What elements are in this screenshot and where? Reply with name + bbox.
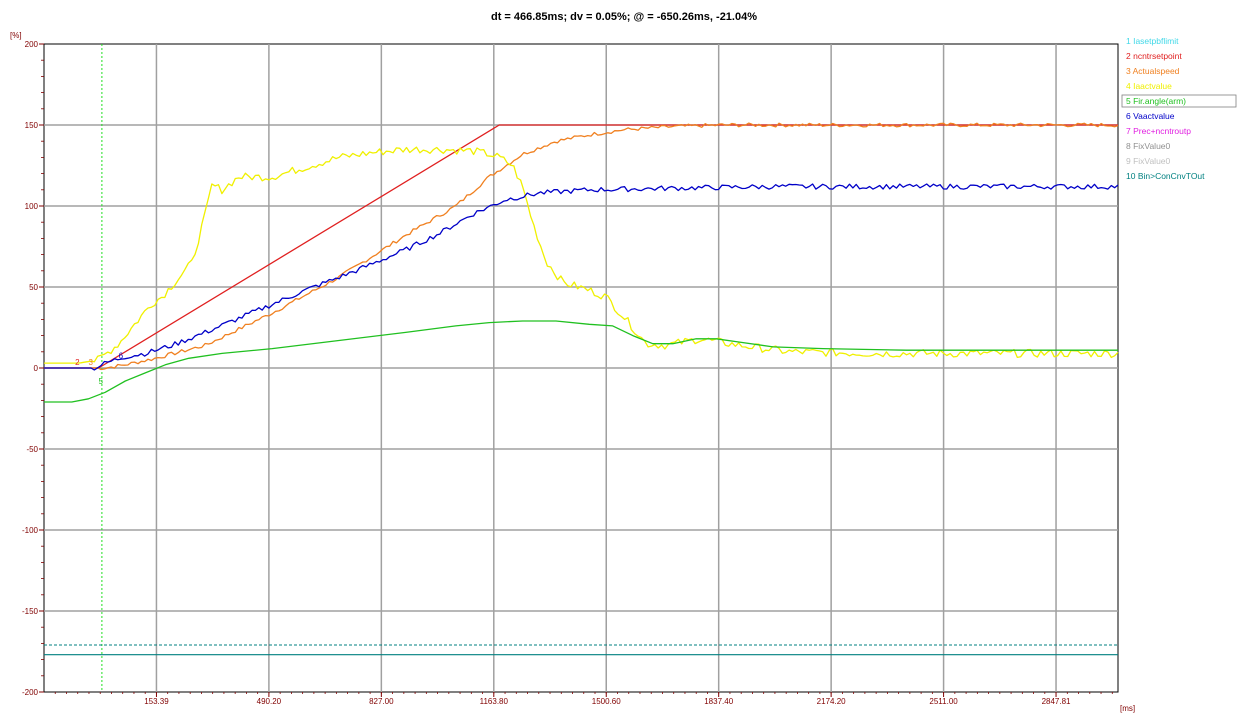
legend-entry[interactable]: 7 Prec+ncntroutp bbox=[1126, 126, 1191, 136]
series-marker-label: 3 bbox=[89, 358, 94, 367]
x-tick-label: 2847.81 bbox=[1042, 697, 1071, 706]
legend-entry[interactable]: 6 Vaactvalue bbox=[1126, 111, 1175, 121]
series-line-current bbox=[44, 146, 1119, 364]
legend-entry[interactable]: 5 Fir.angle(arm) bbox=[1126, 96, 1186, 106]
y-tick-label: 200 bbox=[25, 40, 39, 49]
y-tick-label: 0 bbox=[34, 364, 39, 373]
series-marker-label: 5 bbox=[99, 377, 104, 386]
series-line-angle bbox=[44, 320, 1118, 403]
x-tick-label: 1163.80 bbox=[480, 697, 509, 706]
legend-entry[interactable]: 9 FixValue0 bbox=[1126, 156, 1171, 166]
legend-entry[interactable]: 4 Iaactvalue bbox=[1126, 81, 1172, 91]
series-marker-label: 6 bbox=[119, 351, 124, 360]
x-tick-label: 153.39 bbox=[144, 697, 169, 706]
y-axis-unit: [%] bbox=[10, 31, 22, 40]
x-tick-label: 2174.20 bbox=[817, 697, 846, 706]
y-tick-label: -200 bbox=[22, 688, 39, 697]
x-tick-label: 1837.40 bbox=[704, 697, 733, 706]
x-tick-label: 827.00 bbox=[369, 697, 394, 706]
legend-entry[interactable]: 10 Bin>ConCnvTOut bbox=[1126, 171, 1205, 181]
x-tick-label: 1500.60 bbox=[592, 697, 621, 706]
y-tick-label: 50 bbox=[29, 283, 38, 292]
series-line-speed bbox=[44, 122, 1119, 371]
x-tick-label: 2511.00 bbox=[929, 697, 958, 706]
series-line-setpoint bbox=[44, 124, 1118, 369]
y-tick-label: -50 bbox=[26, 445, 38, 454]
y-tick-label: 150 bbox=[25, 121, 39, 130]
legend-entry[interactable]: 2 ncntrsetpoint bbox=[1126, 51, 1182, 61]
y-tick-label: -100 bbox=[22, 526, 39, 535]
x-tick-label: 490.20 bbox=[257, 697, 282, 706]
x-axis-unit: [ms] bbox=[1120, 704, 1135, 713]
y-tick-label: -150 bbox=[22, 607, 39, 616]
legend-entry[interactable]: 1 Iasetpbflimit bbox=[1126, 36, 1179, 46]
legend-selection-box bbox=[1121, 94, 1237, 108]
legend-entry[interactable]: 8 FixValue0 bbox=[1126, 141, 1171, 151]
y-tick-label: 100 bbox=[25, 202, 39, 211]
series-line-voltage bbox=[44, 183, 1119, 371]
legend-entry[interactable]: 3 Actualspeed bbox=[1126, 66, 1180, 76]
series-marker-label: 2 bbox=[75, 358, 80, 367]
chart-title: dt = 466.85ms; dv = 0.05%; @ = -650.26ms… bbox=[491, 11, 757, 23]
